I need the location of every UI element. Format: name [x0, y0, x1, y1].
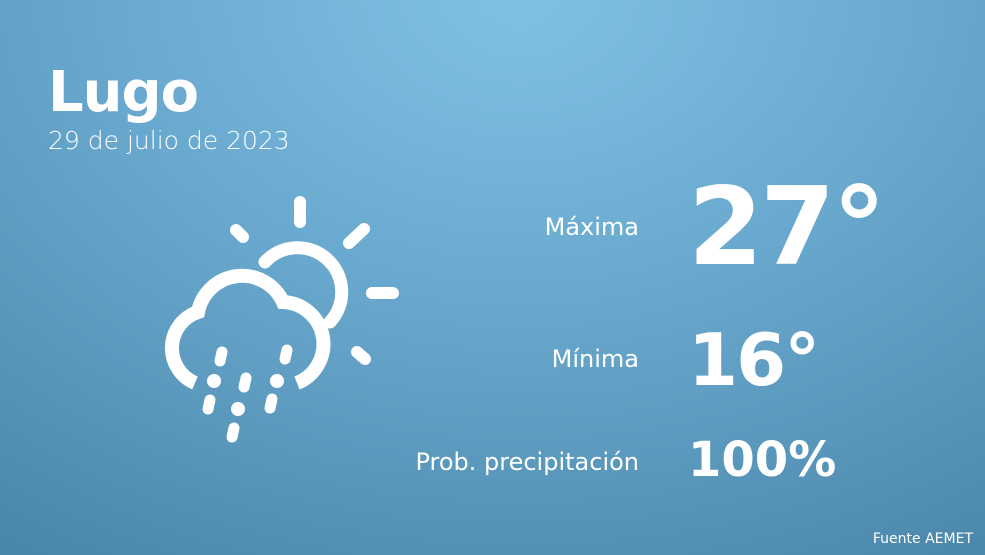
precip-label: Prob. precipitación — [415, 448, 639, 476]
date: 29 de julio de 2023 — [48, 126, 290, 155]
city-name: Lugo — [48, 60, 199, 125]
source: Fuente AEMET — [872, 531, 973, 547]
max-value: 27° — [688, 165, 886, 290]
min-value: 16° — [688, 318, 820, 402]
max-label: Máxima — [544, 213, 639, 241]
precip-value: 100% — [688, 432, 837, 488]
min-label: Mínima — [551, 345, 639, 373]
